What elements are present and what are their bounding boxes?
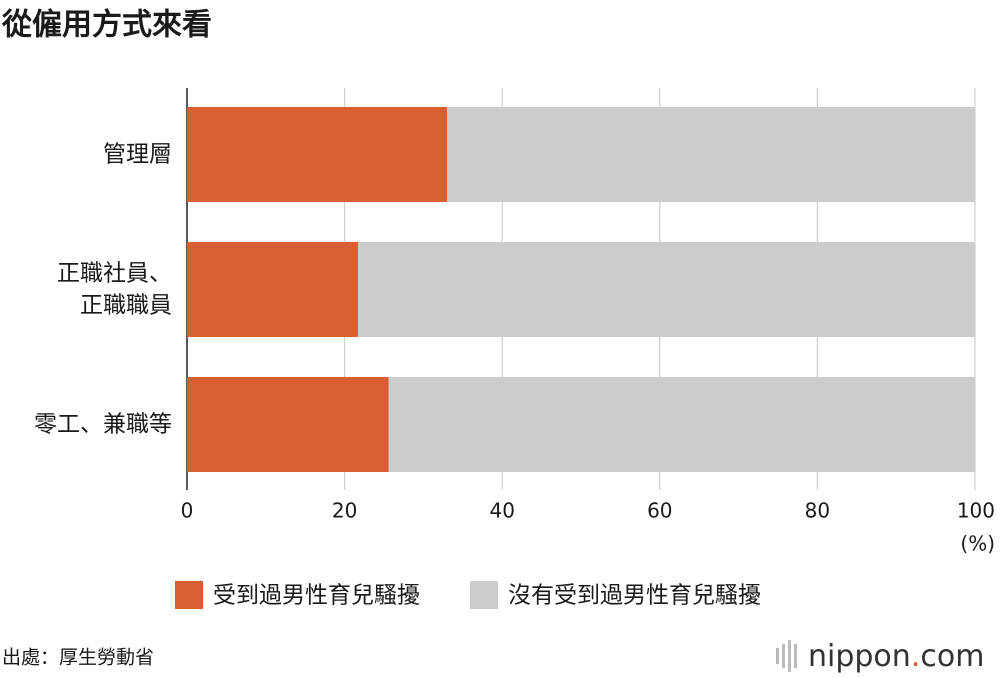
logo-text: nippon.com <box>808 639 984 674</box>
x-tick-label: 0 <box>181 499 194 523</box>
logo-name: nippon <box>808 639 911 674</box>
legend-label: 受到過男性育兒騷擾 <box>213 583 420 609</box>
y-tick-line: 正職社員、 <box>57 260 172 286</box>
bar-segment <box>187 377 389 472</box>
x-tick-label: 60 <box>647 499 672 523</box>
y-tick-line: 正職職員 <box>80 292 172 318</box>
y-tick-line: 零工、兼職等 <box>34 411 172 437</box>
y-tick-line: 管理層 <box>103 141 172 167</box>
bar-segment <box>357 242 976 337</box>
x-tick-label: 40 <box>489 499 514 523</box>
legend-label: 沒有受到過男性育兒騷擾 <box>508 583 761 609</box>
logo-dot: . <box>911 639 921 674</box>
bar-segment <box>447 107 975 202</box>
logo: nippon.com <box>776 639 984 674</box>
y-tick-label: 管理層 <box>103 141 172 167</box>
logo-icon <box>776 640 797 672</box>
x-tick-label: 80 <box>805 499 830 523</box>
x-tick-label: 100 <box>957 499 995 523</box>
y-tick-label: 正職社員、正職職員 <box>57 260 172 318</box>
bar-segment <box>388 377 975 472</box>
y-tick-label: 零工、兼職等 <box>34 411 172 437</box>
x-tick-label: 20 <box>332 499 357 523</box>
chart-title: 從僱用方式來看 <box>1 8 212 43</box>
x-unit: (%) <box>960 532 995 556</box>
logo-suffix: com <box>920 639 984 674</box>
bar-segment <box>187 107 448 202</box>
bar-segment <box>187 242 358 337</box>
source: 出處：厚生勞動省 <box>2 647 154 669</box>
legend-swatch <box>470 581 498 609</box>
legend-swatch <box>175 581 203 609</box>
